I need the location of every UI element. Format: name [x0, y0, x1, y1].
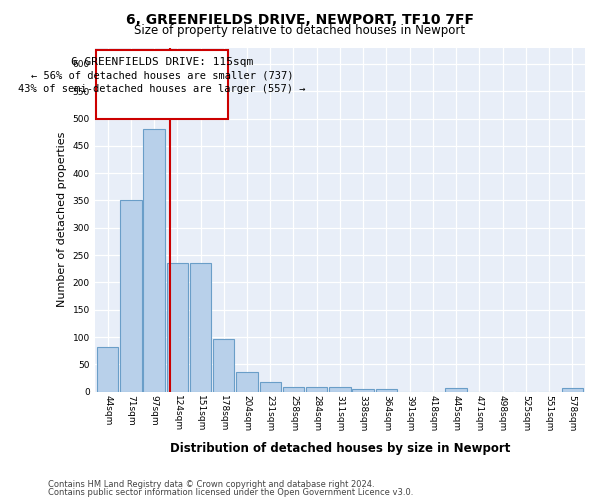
Bar [283, 388, 304, 392]
Bar [376, 389, 397, 392]
Text: 43% of semi-detached houses are larger (557) →: 43% of semi-detached houses are larger (… [19, 84, 306, 94]
Bar [167, 264, 188, 392]
Text: Contains public sector information licensed under the Open Government Licence v3: Contains public sector information licen… [48, 488, 413, 497]
Y-axis label: Number of detached properties: Number of detached properties [57, 132, 67, 308]
Bar [352, 389, 374, 392]
Text: 6 GREENFIELDS DRIVE: 115sqm: 6 GREENFIELDS DRIVE: 115sqm [71, 57, 253, 67]
Bar [236, 372, 257, 392]
Text: Contains HM Land Registry data © Crown copyright and database right 2024.: Contains HM Land Registry data © Crown c… [48, 480, 374, 489]
Bar [190, 264, 211, 392]
FancyBboxPatch shape [96, 50, 229, 118]
Text: Size of property relative to detached houses in Newport: Size of property relative to detached ho… [134, 24, 466, 37]
Bar [306, 387, 328, 392]
Bar [213, 338, 235, 392]
Bar [445, 388, 467, 392]
Bar [143, 130, 165, 392]
Bar [97, 347, 118, 392]
Bar [120, 200, 142, 392]
Bar [329, 388, 350, 392]
Text: 6, GREENFIELDS DRIVE, NEWPORT, TF10 7FF: 6, GREENFIELDS DRIVE, NEWPORT, TF10 7FF [126, 12, 474, 26]
X-axis label: Distribution of detached houses by size in Newport: Distribution of detached houses by size … [170, 442, 510, 455]
Bar [260, 382, 281, 392]
Bar [562, 388, 583, 392]
Text: ← 56% of detached houses are smaller (737): ← 56% of detached houses are smaller (73… [31, 71, 293, 81]
